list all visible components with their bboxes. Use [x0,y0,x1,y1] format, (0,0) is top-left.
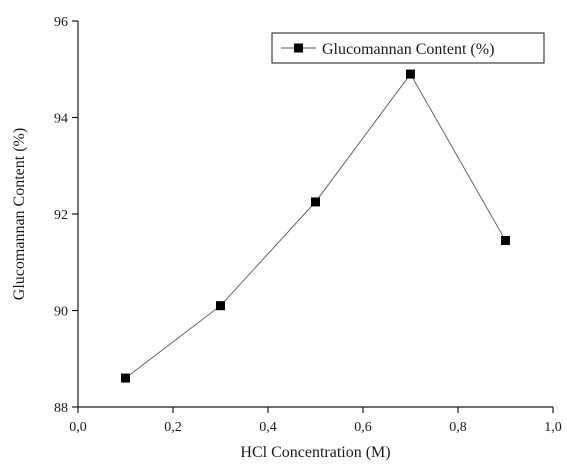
x-tick-label: 0,6 [354,420,372,435]
y-axis-label: Glucomannan Content (%) [11,128,28,300]
axes [77,21,553,408]
series-line [125,73,506,379]
y-tick-label: 88 [54,401,68,416]
legend-box [271,32,545,64]
x-tick-label: 0,0 [69,420,87,435]
x-tick-label: 1,0 [544,420,562,435]
x-tick-label: 0,2 [164,420,182,435]
y-ticks: 88 90 92 94 96 [54,15,78,416]
legend-label: Glucomannan Content (%) [322,41,494,58]
data-point-marker [216,301,225,311]
series-layer [121,69,510,383]
legend-marker-square-icon [294,43,303,53]
legend: Glucomannan Content (%) [271,32,545,64]
y-tick-label: 96 [54,15,68,30]
y-tick-label: 92 [54,208,68,223]
x-tick-label: 0,4 [259,420,277,435]
data-point-marker [501,236,510,246]
data-point-marker [406,69,415,79]
y-tick-label: 90 [54,305,68,320]
x-ticks: 0,0 0,2 0,4 0,6 0,8 1,0 [69,407,562,435]
data-point-marker [311,197,320,207]
x-axis-label: HCl Concentration (M) [240,444,390,461]
data-point-marker [121,373,130,383]
y-tick-label: 94 [54,112,68,127]
x-tick-label: 0,8 [449,420,467,435]
